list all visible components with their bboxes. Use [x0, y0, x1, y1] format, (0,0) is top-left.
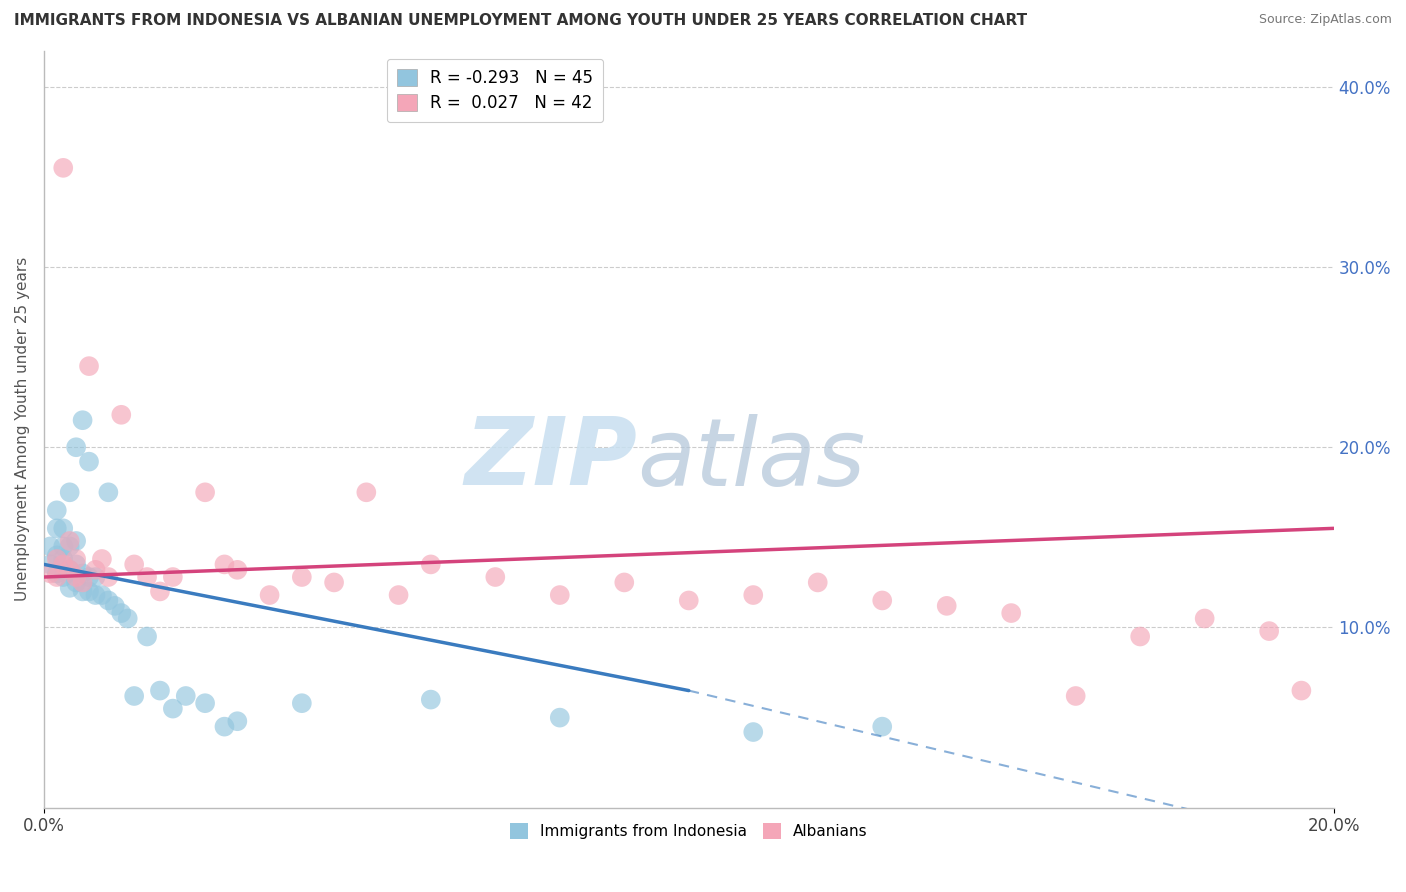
Point — [97, 593, 120, 607]
Point — [291, 570, 314, 584]
Point — [387, 588, 409, 602]
Point — [356, 485, 378, 500]
Point — [77, 570, 100, 584]
Point — [548, 711, 571, 725]
Point — [194, 485, 217, 500]
Point — [65, 575, 87, 590]
Point — [59, 581, 82, 595]
Point — [39, 558, 62, 572]
Point — [84, 588, 107, 602]
Point — [742, 725, 765, 739]
Point — [72, 413, 94, 427]
Point — [259, 588, 281, 602]
Point — [84, 570, 107, 584]
Point — [136, 630, 159, 644]
Point — [39, 566, 62, 581]
Point — [59, 540, 82, 554]
Point — [136, 570, 159, 584]
Point — [77, 455, 100, 469]
Point — [72, 584, 94, 599]
Point — [1291, 683, 1313, 698]
Point — [194, 696, 217, 710]
Point — [548, 588, 571, 602]
Point — [77, 359, 100, 373]
Point — [149, 584, 172, 599]
Point — [162, 701, 184, 715]
Point — [45, 549, 67, 563]
Point — [110, 606, 132, 620]
Point — [678, 593, 700, 607]
Point — [77, 584, 100, 599]
Point — [52, 161, 75, 175]
Point — [110, 408, 132, 422]
Point — [72, 575, 94, 590]
Point — [59, 485, 82, 500]
Point — [65, 558, 87, 572]
Point — [1258, 624, 1281, 639]
Point — [226, 563, 249, 577]
Point — [65, 552, 87, 566]
Y-axis label: Unemployment Among Youth under 25 years: Unemployment Among Youth under 25 years — [15, 257, 30, 601]
Point — [52, 540, 75, 554]
Point — [742, 588, 765, 602]
Point — [59, 533, 82, 548]
Point — [65, 570, 87, 584]
Text: IMMIGRANTS FROM INDONESIA VS ALBANIAN UNEMPLOYMENT AMONG YOUTH UNDER 25 YEARS CO: IMMIGRANTS FROM INDONESIA VS ALBANIAN UN… — [14, 13, 1028, 29]
Point — [97, 570, 120, 584]
Point — [52, 570, 75, 584]
Point — [52, 521, 75, 535]
Point — [65, 533, 87, 548]
Text: Source: ZipAtlas.com: Source: ZipAtlas.com — [1258, 13, 1392, 27]
Point — [122, 689, 145, 703]
Point — [52, 558, 75, 572]
Point — [90, 588, 112, 602]
Point — [149, 683, 172, 698]
Point — [117, 611, 139, 625]
Point — [59, 563, 82, 577]
Point — [1000, 606, 1022, 620]
Point — [1129, 630, 1152, 644]
Point — [45, 570, 67, 584]
Point — [214, 558, 236, 572]
Text: atlas: atlas — [637, 414, 866, 505]
Point — [39, 540, 62, 554]
Point — [122, 558, 145, 572]
Point — [214, 720, 236, 734]
Point — [174, 689, 197, 703]
Point — [870, 720, 893, 734]
Point — [72, 566, 94, 581]
Point — [484, 570, 506, 584]
Point — [45, 503, 67, 517]
Point — [162, 570, 184, 584]
Point — [323, 575, 346, 590]
Point — [226, 714, 249, 729]
Point — [65, 440, 87, 454]
Point — [613, 575, 636, 590]
Text: ZIP: ZIP — [464, 414, 637, 506]
Point — [90, 552, 112, 566]
Point — [807, 575, 830, 590]
Point — [1194, 611, 1216, 625]
Point — [291, 696, 314, 710]
Point — [104, 599, 127, 613]
Point — [419, 692, 441, 706]
Point — [84, 563, 107, 577]
Point — [52, 552, 75, 566]
Point — [45, 552, 67, 566]
Point — [870, 593, 893, 607]
Point — [97, 485, 120, 500]
Point — [419, 558, 441, 572]
Point — [59, 563, 82, 577]
Legend: Immigrants from Indonesia, Albanians: Immigrants from Indonesia, Albanians — [503, 817, 875, 846]
Point — [1064, 689, 1087, 703]
Point — [45, 566, 67, 581]
Point — [45, 521, 67, 535]
Point — [935, 599, 957, 613]
